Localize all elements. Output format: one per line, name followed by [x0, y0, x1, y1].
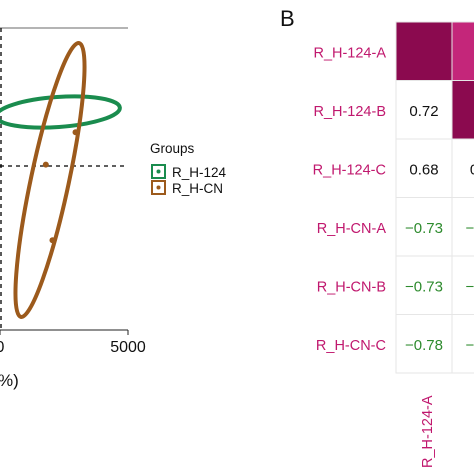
heat-cell-label: 0.68 — [409, 161, 438, 178]
panel-b-heatmap: B 0.72 0.68 0 −0.73 −0 −0.73 −0 −0.78 −0 R_H-124… — [280, 6, 474, 468]
heat-cell — [451, 21, 474, 81]
heat-cell-label: −0 — [465, 337, 474, 354]
column-label-r-h-124-a: R_H-124-A — [420, 395, 436, 468]
heatmap-cells: 0.72 0.68 0 −0.73 −0 −0.73 −0 −0.78 −0 — [395, 21, 474, 374]
confidence-ellipses — [0, 41, 122, 319]
heat-cell-label: −0 — [465, 278, 474, 295]
ellipse-r-h-cn — [13, 41, 87, 319]
x-tick-label: 0 — [0, 339, 5, 356]
heatmap-column-labels: R_H-124-A — [420, 395, 436, 468]
legend-dot-r-h-cn — [156, 185, 161, 190]
heat-cell — [451, 197, 474, 257]
legend-title: Groups — [150, 141, 195, 156]
heat-cell — [451, 138, 474, 198]
ellipse-r-h-124 — [0, 94, 122, 130]
heat-cell-label: −0.73 — [405, 278, 443, 295]
x-ticks: 0 5000 — [0, 330, 146, 356]
x-axis-label: %) — [0, 371, 19, 390]
data-point-r-h-cn-2 — [49, 237, 56, 244]
heat-cell-label: −0.78 — [405, 337, 443, 354]
heat-cell — [395, 80, 453, 140]
panel-b-label: B — [280, 6, 295, 31]
row-label-r_h-cn-c: R_H-CN-C — [316, 338, 386, 354]
legend-entry-r-h-124: R_H-124 — [151, 164, 227, 180]
heat-cell — [451, 80, 474, 140]
row-label-r_h-cn-a: R_H-CN-A — [317, 221, 387, 237]
data-points — [42, 129, 79, 244]
heat-cell-label: 0 — [470, 161, 474, 178]
row-label-r_h-124-a: R_H-124-A — [313, 45, 386, 61]
x-tick-label: 5000 — [110, 339, 146, 356]
legend-entry-r-h-cn: R_H-CN — [151, 180, 223, 196]
row-label-r_h-124-c: R_H-124-C — [313, 162, 386, 178]
legend-label-r-h-124: R_H-124 — [172, 165, 227, 180]
panel-a-scatter: 0 5000 %) Groups R_H-124 R_H-CN — [0, 27, 227, 390]
heat-cell-label: −0 — [465, 220, 474, 237]
heat-cell-label: 0.72 — [409, 103, 438, 120]
heat-cell — [451, 255, 474, 315]
legend-label-r-h-cn: R_H-CN — [172, 181, 223, 196]
row-label-r_h-cn-b: R_H-CN-B — [317, 279, 386, 295]
legend-dot-r-h-124 — [156, 169, 161, 174]
heatmap-row-labels: R_H-124-A R_H-124-B R_H-124-C R_H-CN-A R_H-C… — [313, 45, 387, 354]
data-point-r-h-cn-0 — [72, 129, 79, 136]
data-point-r-h-cn-1 — [42, 161, 49, 168]
heat-cell — [395, 21, 453, 81]
heat-cell — [451, 314, 474, 374]
heat-cell-label: −0.73 — [405, 220, 443, 237]
heat-cell — [395, 314, 453, 374]
row-label-r_h-124-b: R_H-124-B — [313, 104, 386, 120]
